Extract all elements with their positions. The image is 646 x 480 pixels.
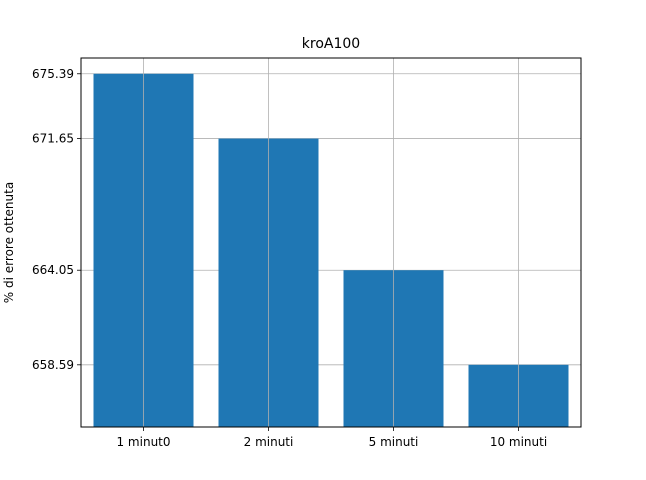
axis-ticks: 1 minut0 2 minuti 5 minuti 10 minuti 675.39 6… bbox=[32, 67, 547, 449]
y-tick-label: 658.59 bbox=[32, 358, 74, 372]
y-tick-label: 664.05 bbox=[32, 263, 74, 277]
axes-frame bbox=[80, 57, 582, 428]
chart-title: kroA100 bbox=[302, 36, 360, 52]
y-tick-label: 671.65 bbox=[32, 132, 74, 146]
x-tick-label: 2 minuti bbox=[244, 435, 294, 449]
y-axis-label: % di errore ottenuta bbox=[2, 182, 16, 303]
x-tick-label: 10 minuti bbox=[490, 435, 547, 449]
vertical-grid bbox=[143, 58, 519, 427]
y-tick-label: 675.39 bbox=[32, 67, 74, 81]
x-tick-label: 1 minut0 bbox=[116, 435, 170, 449]
x-tick-label: 5 minuti bbox=[369, 435, 419, 449]
